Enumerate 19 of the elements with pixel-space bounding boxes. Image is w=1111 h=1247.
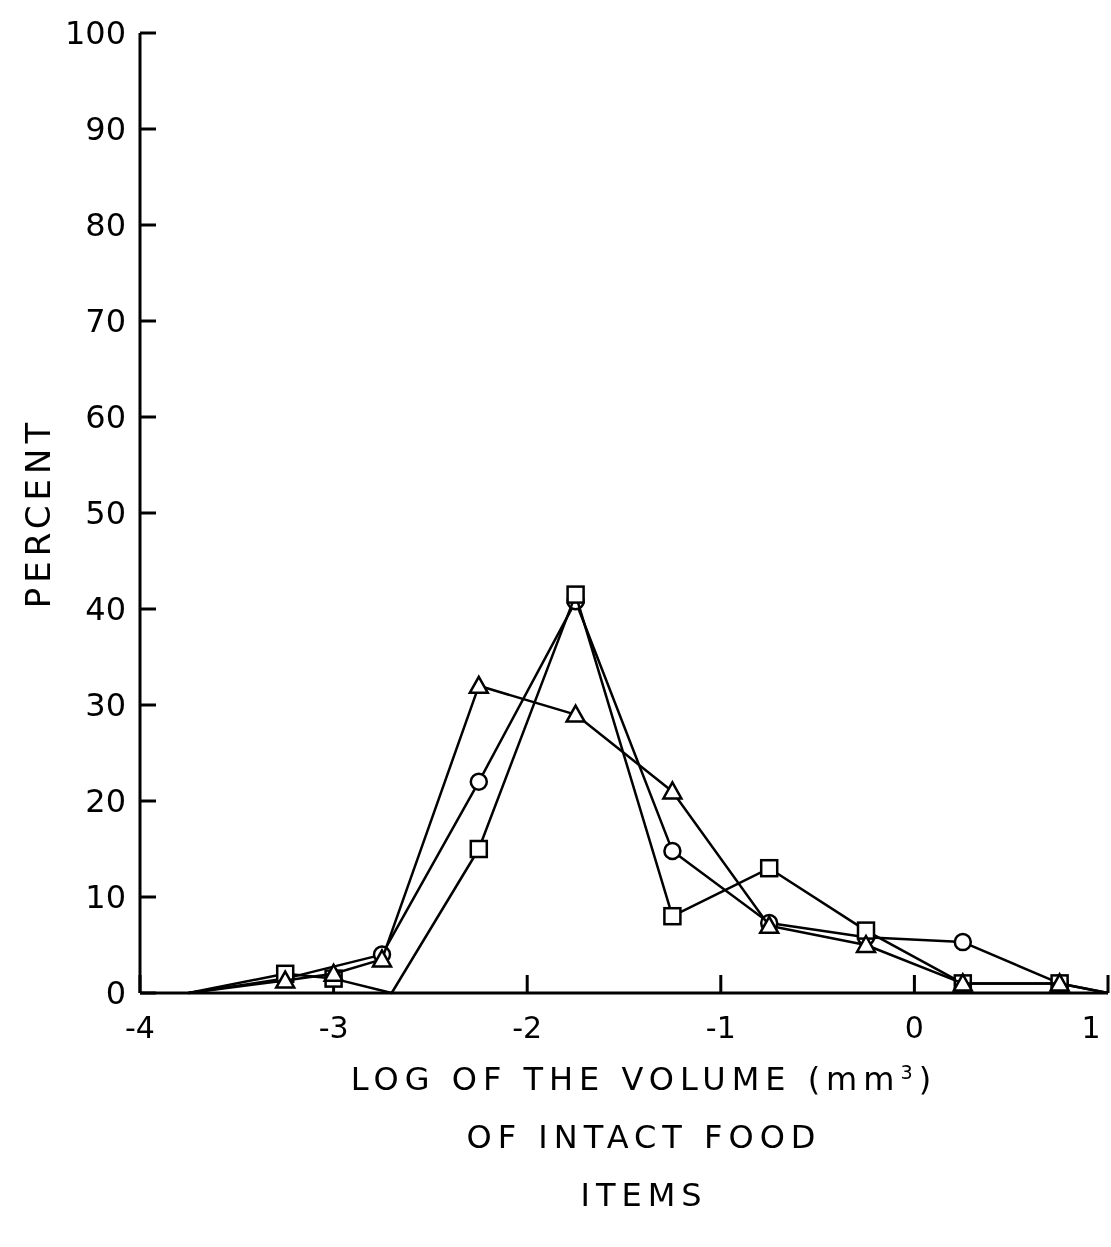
y-tick-label: 60 <box>85 398 126 437</box>
y-tick-label: 30 <box>85 686 126 725</box>
y-tick-label: 0 <box>105 974 126 1013</box>
x-tick-label: 1 <box>1081 1010 1101 1045</box>
y-tick-label: 50 <box>85 494 126 533</box>
y-tick-label: 70 <box>85 302 126 341</box>
y-tick-label: 10 <box>85 878 126 917</box>
y-tick-label: 80 <box>85 206 126 245</box>
x-tick-label: -4 <box>125 1010 155 1045</box>
x-tick-label: -3 <box>318 1010 349 1045</box>
x-tick-label: -1 <box>705 1010 736 1045</box>
y-tick-label: 100 <box>64 14 126 53</box>
text: LOG OF THE VOLUME (mm$^{3}$) OF INTACT FOOD ITEMS <box>350 1060 938 1214</box>
x-tick-label: 0 <box>904 1010 924 1045</box>
y-tick-label: 90 <box>85 110 126 149</box>
y-tick-label: 40 <box>85 590 126 629</box>
x-tick-label: -2 <box>512 1010 543 1045</box>
y-axis-title: PERCENT <box>18 417 58 609</box>
y-tick-label: 20 <box>85 782 126 821</box>
